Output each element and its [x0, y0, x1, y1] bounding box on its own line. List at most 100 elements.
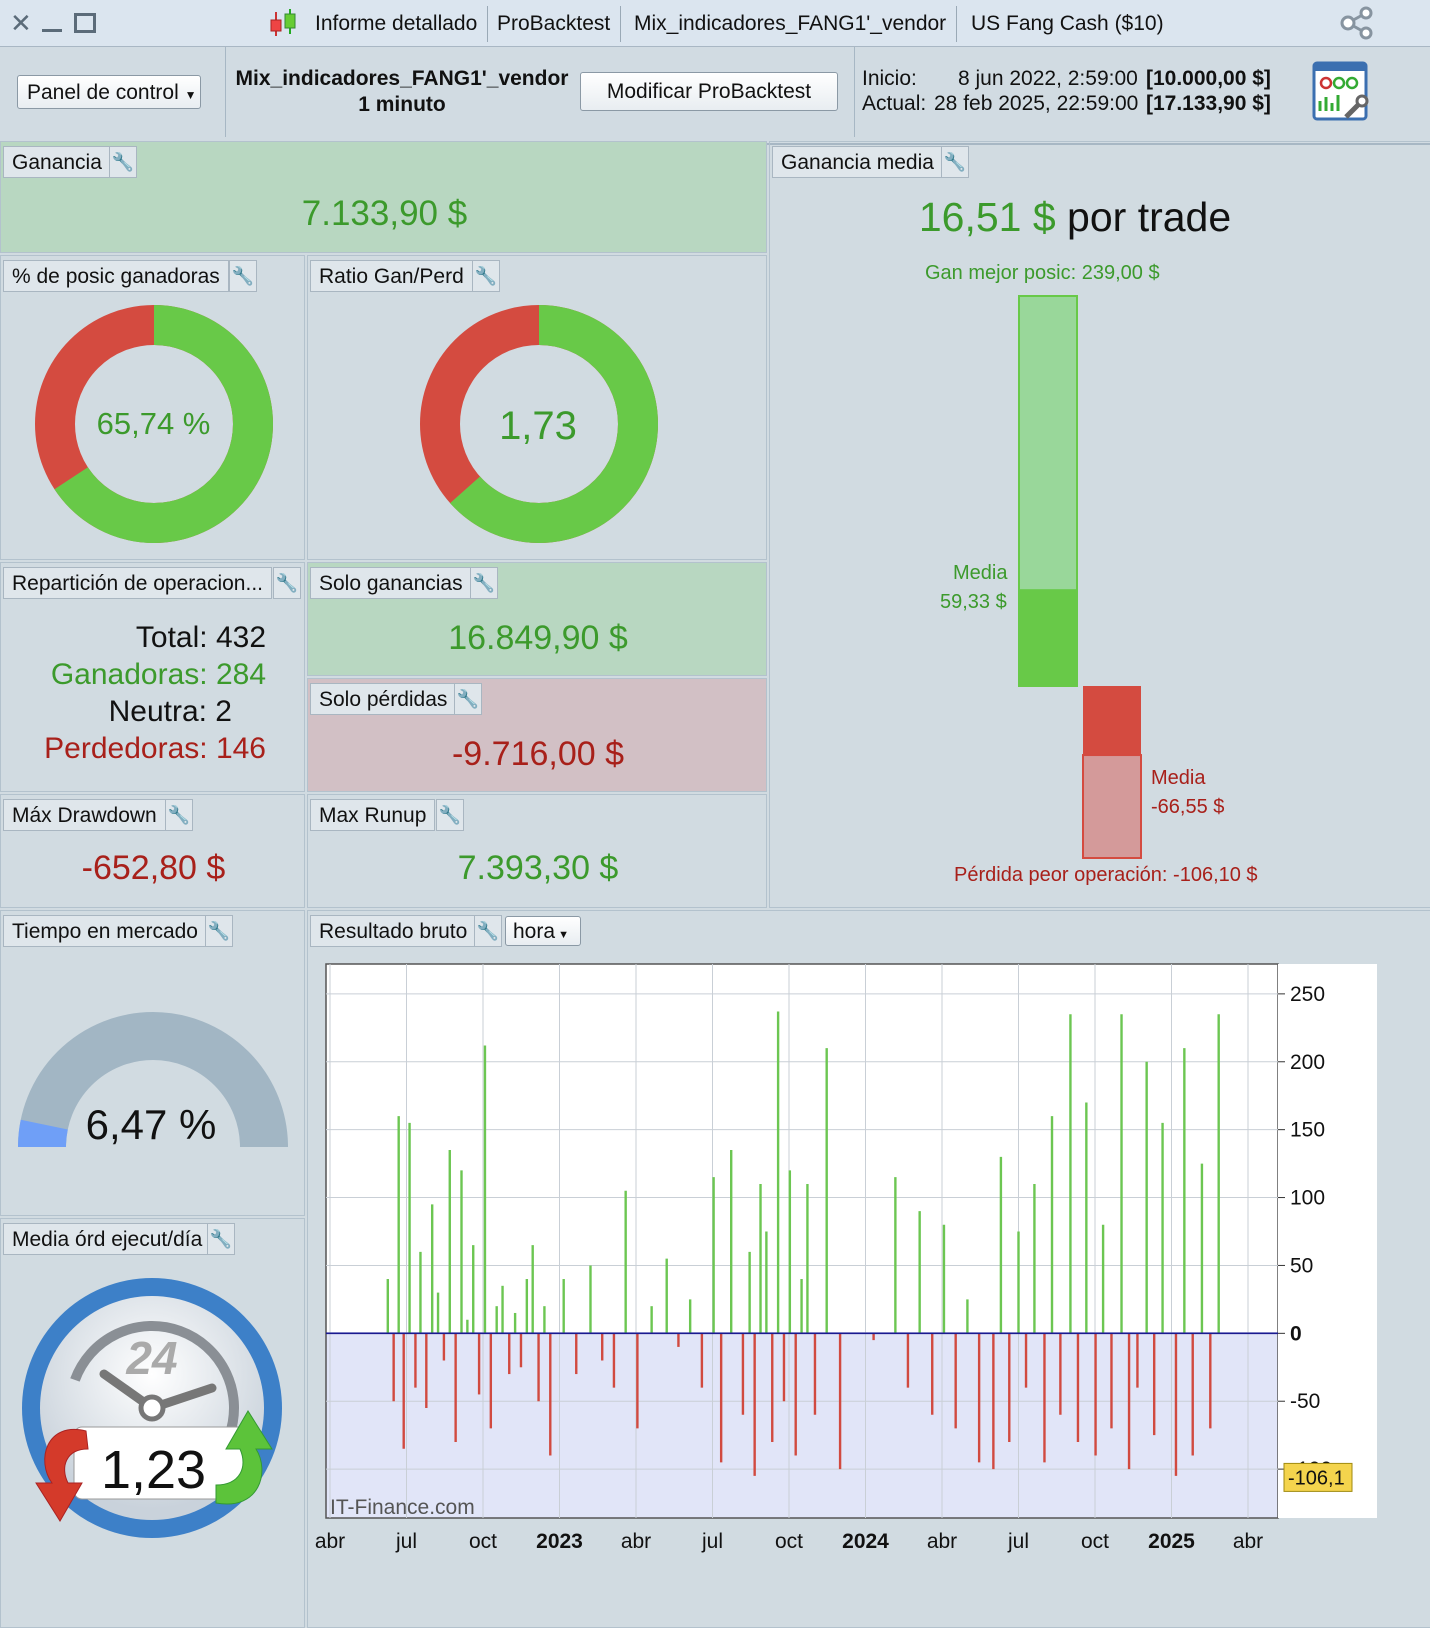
y-tick-label: 50 [1290, 1254, 1313, 1277]
media-ord-value: 1,23 [100, 1440, 207, 1500]
wrench-icon[interactable]: 🔧 [454, 683, 482, 715]
peor-operacion-label: Pérdida peor operación: -106,10 $ [954, 864, 1258, 886]
x-tick-label: oct [1081, 1530, 1109, 1553]
x-tick-label: 2023 [536, 1530, 583, 1553]
report-settings-icon[interactable] [1312, 59, 1370, 123]
x-tick-label: abr [1233, 1530, 1263, 1553]
wrench-icon[interactable]: 🔧 [205, 915, 233, 947]
drawdown-title: Máx Drawdown [3, 799, 166, 831]
axis-strip [1278, 964, 1377, 1518]
tab-instrument[interactable]: US Fang Cash ($10) [971, 12, 1164, 35]
actual-value: [17.133,90 $] [1146, 92, 1271, 115]
modify-probacktest-button[interactable]: Modificar ProBacktest [580, 72, 838, 111]
interval-select[interactable]: hora ▼ [505, 916, 581, 946]
reparticion-title: Repartición de operacion... [3, 567, 272, 599]
wrench-icon[interactable]: 🔧 [207, 1223, 235, 1255]
header: Panel de control ▼ Mix_indicadores_FANG1… [0, 47, 1430, 145]
media-gain-value: 59,33 $ [940, 591, 1007, 613]
last-value-badge [1283, 1462, 1353, 1492]
inicio-date: 8 jun 2022, 2:59:00 [958, 67, 1138, 90]
total-count: Total: 432 [135, 621, 266, 654]
x-tick-label: 2025 [1148, 1530, 1195, 1553]
ganadoras-pct-panel: % de posic ganadoras 🔧 65,74 % [0, 255, 305, 560]
tab-informe-detallado[interactable]: Informe detallado [305, 6, 489, 42]
ratio-donut [420, 305, 658, 543]
wrench-icon[interactable]: 🔧 [941, 146, 969, 178]
minimize-icon[interactable] [42, 29, 62, 32]
runup-panel: Max Runup 🔧 7.393,30 $ [307, 794, 767, 908]
watermark: IT-Finance.com [330, 1496, 475, 1519]
ganancia-media-suffix: por trade [1067, 194, 1232, 240]
tab-system-name[interactable]: Mix_indicadores_FANG1'_vendor [624, 6, 958, 42]
wrench-icon[interactable]: 🔧 [273, 567, 301, 599]
x-tick-label: abr [927, 1530, 957, 1553]
actual-label: Actual: [862, 92, 927, 115]
timeframe: 1 minuto [358, 93, 446, 116]
y-tick-label: 0 [1290, 1322, 1302, 1345]
ganancia-media-value: 16,51 $ [918, 194, 1056, 240]
drawdown-panel: Máx Drawdown 🔧 -652,80 $ [0, 794, 305, 908]
panel-select-label: Panel de control [27, 81, 179, 104]
ratio-panel: Ratio Gan/Perd 🔧 1,73 [307, 255, 767, 560]
system-name: Mix_indicadores_FANG1'_vendor [235, 67, 569, 90]
solo-perdidas-title: Solo pérdidas [310, 683, 457, 715]
y-tick-label: 250 [1290, 983, 1325, 1006]
x-tick-label: jul [395, 1530, 417, 1553]
wrench-icon[interactable]: 🔧 [109, 146, 137, 178]
share-icon[interactable] [1340, 6, 1374, 40]
close-icon[interactable]: ✕ [10, 8, 32, 38]
media-loss-value: -66,55 $ [1151, 796, 1225, 818]
perdedoras-count: Perdedoras: 146 [44, 732, 266, 765]
x-tick-label: jul [701, 1530, 723, 1553]
ganadoras-count: Ganadoras: 284 [50, 658, 266, 691]
wrench-icon[interactable]: 🔧 [472, 260, 500, 292]
x-tick-label: 2024 [842, 1530, 889, 1553]
wrench-icon[interactable]: 🔧 [229, 260, 257, 292]
maximize-icon[interactable] [74, 13, 96, 33]
ganancia-value: 7.133,90 $ [301, 194, 468, 233]
y-tick-label: 150 [1290, 1119, 1325, 1142]
tiempo-panel: Tiempo en mercado 🔧 6,47 % [0, 910, 305, 1216]
solo-ganancias-panel: Solo ganancias 🔧 16.849,90 $ [307, 562, 767, 676]
wrench-icon[interactable]: 🔧 [165, 799, 193, 831]
title-bar: ✕ Informe detallado ProBacktest Mix_indi… [0, 0, 1430, 47]
tab-probacktest[interactable]: ProBacktest [487, 6, 622, 42]
clock-gauge-icon [22, 1278, 282, 1538]
solo-ganancias-value: 16.849,90 $ [448, 619, 628, 657]
x-tick-label: abr [315, 1530, 345, 1553]
y-tick-label: 200 [1290, 1051, 1325, 1074]
panel-select[interactable]: Panel de control ▼ [17, 75, 201, 109]
gain-loss-bars [1018, 295, 1142, 859]
wrench-icon[interactable]: 🔧 [474, 915, 502, 947]
wrench-icon[interactable]: 🔧 [436, 799, 464, 831]
solo-ganancias-title: Solo ganancias [310, 567, 472, 599]
ganadoras-donut [35, 305, 273, 543]
tiempo-value: 6,47 % [85, 1101, 217, 1148]
clock-label: 24 [126, 1332, 178, 1384]
solo-perdidas-panel: Solo pérdidas 🔧 -9.716,00 $ [307, 678, 767, 792]
last-value-label: -106,1 [1288, 1467, 1345, 1489]
interval-select-label: hora [513, 920, 556, 943]
ganadoras-pct-value: 65,74 % [96, 406, 211, 441]
wrench-icon[interactable]: 🔧 [470, 567, 498, 599]
ganadoras-pct-title: % de posic ganadoras [3, 260, 229, 292]
drawdown-value: -652,80 $ [81, 849, 226, 887]
ratio-value: 1,73 [499, 404, 577, 448]
media-ord-title: Media órd ejecut/día [3, 1223, 212, 1255]
x-tick-label: abr [621, 1530, 651, 1553]
chart-area-negative [326, 1332, 1278, 1518]
ganancia-media-title: Ganancia media [772, 146, 943, 178]
solo-perdidas-value: -9.716,00 $ [451, 735, 625, 773]
neutra-count: Neutra: 2 [108, 695, 232, 728]
x-tick-label: oct [775, 1530, 803, 1553]
y-tick-label: -50 [1290, 1390, 1320, 1413]
x-tick-label: oct [469, 1530, 497, 1553]
chevron-down-icon: ▼ [184, 88, 197, 102]
tiempo-gauge [18, 1012, 288, 1148]
ganancia-panel: Ganancia 🔧 7.133,90 $ [0, 141, 767, 253]
reparticion-panel: Repartición de operacion... 🔧 Total: 432… [0, 562, 305, 792]
candlestick-icon [270, 9, 296, 36]
chart-area-positive [326, 964, 1278, 1332]
tiempo-title: Tiempo en mercado [3, 915, 207, 947]
